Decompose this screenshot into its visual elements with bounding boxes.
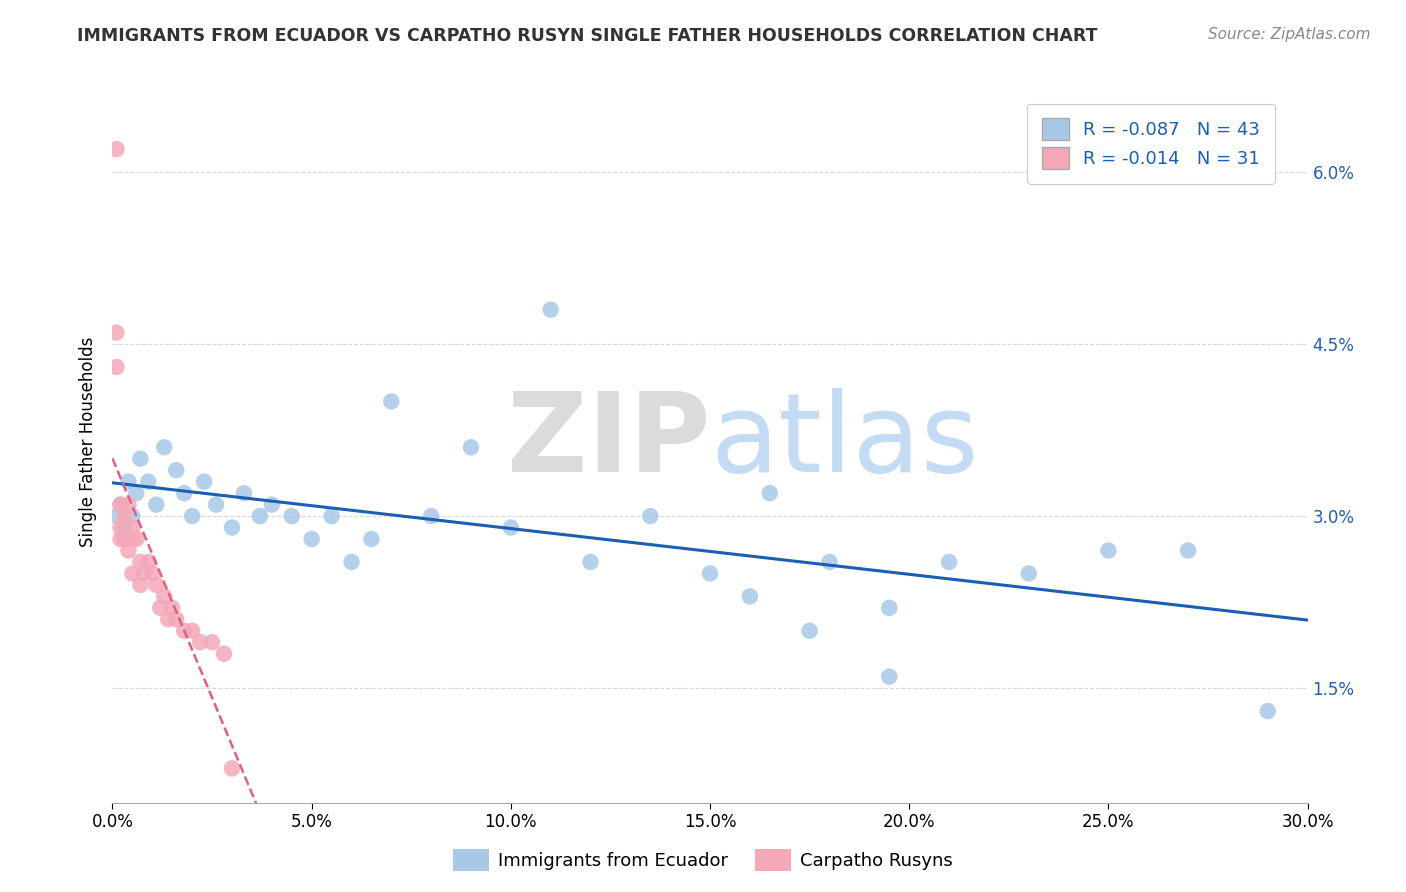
Text: atlas: atlas <box>710 388 979 495</box>
Point <box>125 486 148 500</box>
Point <box>221 761 243 775</box>
Legend: Immigrants from Ecuador, Carpatho Rusyns: Immigrants from Ecuador, Carpatho Rusyns <box>446 842 960 879</box>
Point <box>233 486 256 500</box>
Point <box>205 498 228 512</box>
Point <box>499 520 522 534</box>
Point <box>129 578 152 592</box>
Point <box>301 532 323 546</box>
Point <box>260 498 283 512</box>
Point <box>114 532 135 546</box>
Point <box>165 612 187 626</box>
Point <box>540 302 562 317</box>
Point <box>117 498 139 512</box>
Point <box>579 555 602 569</box>
Point <box>173 624 195 638</box>
Point <box>1018 566 1040 581</box>
Point <box>799 624 821 638</box>
Point <box>879 670 901 684</box>
Point <box>105 142 128 156</box>
Point <box>818 555 841 569</box>
Point <box>1097 543 1119 558</box>
Point <box>1177 543 1199 558</box>
Point <box>1257 704 1279 718</box>
Point <box>105 509 128 524</box>
Point <box>193 475 215 489</box>
Y-axis label: Single Father Households: Single Father Households <box>79 336 97 547</box>
Point <box>129 451 152 466</box>
Point <box>141 566 163 581</box>
Point <box>181 509 204 524</box>
Point <box>181 624 204 638</box>
Point <box>138 555 160 569</box>
Point <box>938 555 960 569</box>
Point <box>110 498 132 512</box>
Point <box>153 590 176 604</box>
Point <box>201 635 224 649</box>
Point <box>281 509 304 524</box>
Point <box>145 578 167 592</box>
Point <box>738 590 761 604</box>
Text: ZIP: ZIP <box>506 388 710 495</box>
Point <box>162 600 183 615</box>
Point <box>117 475 139 489</box>
Point <box>153 440 176 454</box>
Point <box>640 509 662 524</box>
Point <box>105 326 128 340</box>
Text: Source: ZipAtlas.com: Source: ZipAtlas.com <box>1208 27 1371 42</box>
Point <box>212 647 235 661</box>
Point <box>380 394 402 409</box>
Point <box>145 498 167 512</box>
Point <box>129 555 152 569</box>
Point <box>340 555 363 569</box>
Point <box>221 520 243 534</box>
Point <box>125 532 148 546</box>
Point <box>105 359 128 374</box>
Point <box>360 532 382 546</box>
Point <box>114 509 135 524</box>
Point <box>759 486 782 500</box>
Point <box>117 543 139 558</box>
Legend: R = -0.087   N = 43, R = -0.014   N = 31: R = -0.087 N = 43, R = -0.014 N = 31 <box>1028 103 1275 184</box>
Point <box>121 566 143 581</box>
Point <box>173 486 195 500</box>
Point <box>165 463 187 477</box>
Point <box>134 566 156 581</box>
Point <box>420 509 443 524</box>
Point <box>114 520 135 534</box>
Point <box>188 635 211 649</box>
Point <box>699 566 721 581</box>
Point <box>879 600 901 615</box>
Point <box>110 498 132 512</box>
Point <box>110 520 132 534</box>
Point <box>149 600 172 615</box>
Text: IMMIGRANTS FROM ECUADOR VS CARPATHO RUSYN SINGLE FATHER HOUSEHOLDS CORRELATION C: IMMIGRANTS FROM ECUADOR VS CARPATHO RUSY… <box>77 27 1098 45</box>
Point <box>121 520 143 534</box>
Point <box>321 509 343 524</box>
Point <box>110 532 132 546</box>
Point <box>121 509 143 524</box>
Point <box>460 440 482 454</box>
Point <box>249 509 271 524</box>
Point <box>138 475 160 489</box>
Point <box>121 532 143 546</box>
Point <box>157 612 180 626</box>
